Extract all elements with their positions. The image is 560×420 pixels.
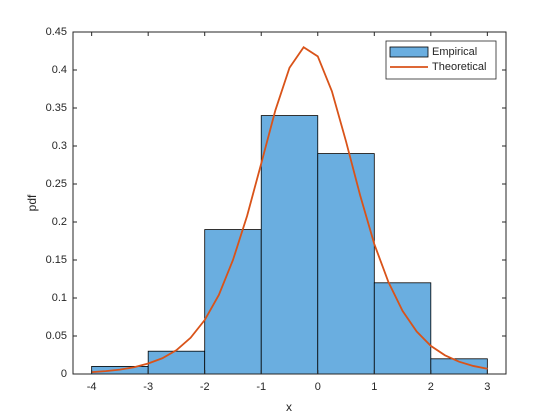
histogram-bar [147,350,206,375]
axes-box [72,31,507,375]
histogram-bar [373,282,432,375]
y-tick-label: 0.2 [52,216,67,228]
y-tick-label: 0.35 [46,102,67,114]
y-axis-label: pdf [25,194,39,211]
x-tick-label: 0 [315,381,321,393]
legend-label: Empirical [432,46,477,58]
y-tick-label: 0.15 [46,254,67,266]
x-tick-label: -3 [143,381,153,393]
line [91,45,488,373]
x-tick-label: 2 [428,381,434,393]
histogram-bar [204,229,262,375]
legend-label: Theoretical [432,61,486,73]
x-tick-label: -2 [200,381,210,393]
legend-swatch [389,46,429,58]
histogram-bar [317,153,375,375]
x-tick-label: 1 [371,381,377,393]
y-tick-label: 0.45 [46,26,67,38]
y-tick-label: 0.25 [46,178,67,190]
y-tick-label: 0.3 [52,140,67,152]
x-tick-label: 3 [484,381,490,393]
x-tick-label: -4 [87,381,97,393]
y-tick-label: 0 [61,368,67,380]
y-tick-label: 0.1 [52,292,67,304]
x-axis-label: x [286,400,292,414]
y-tick-label: 0.05 [46,330,67,342]
y-tick-label: 0.4 [52,64,67,76]
histogram-bar [260,115,319,375]
x-tick-label: -1 [256,381,266,393]
